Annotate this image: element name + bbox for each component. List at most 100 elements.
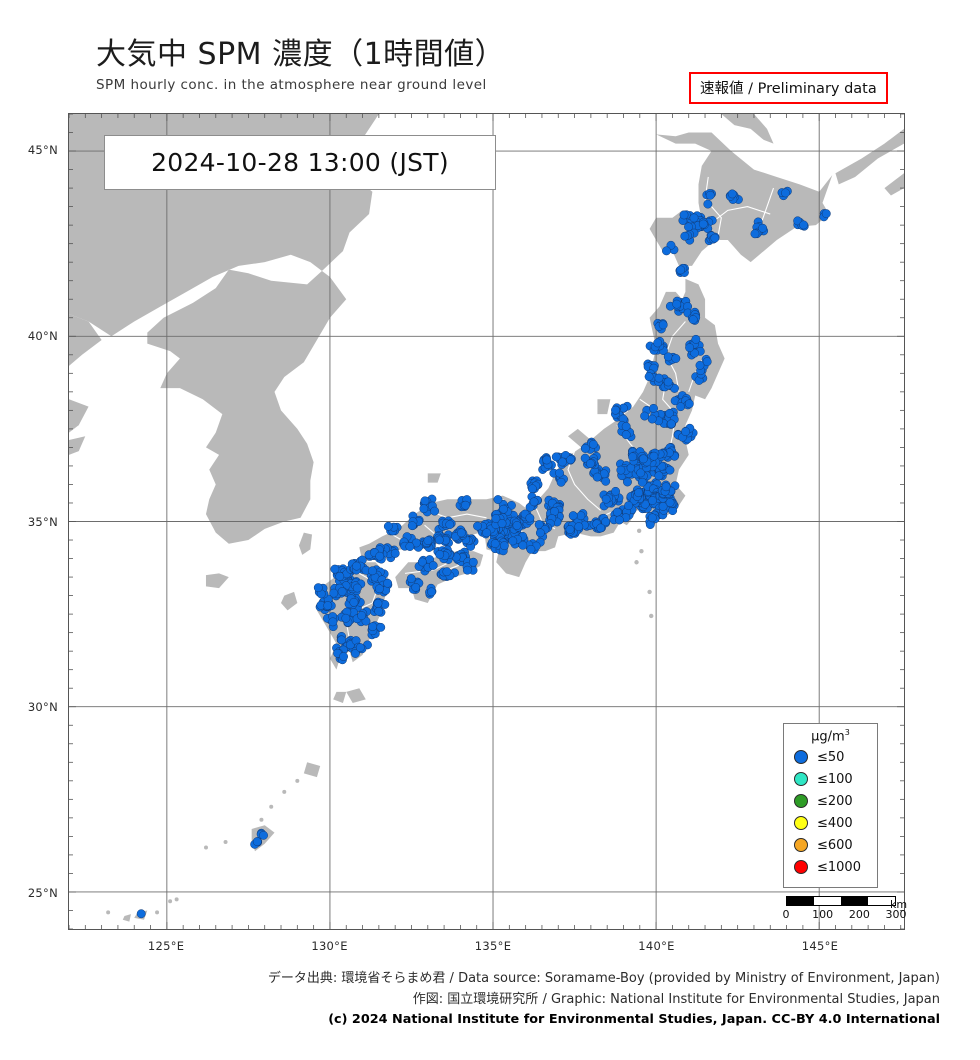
station-marker[interactable] xyxy=(647,496,657,505)
station-marker[interactable] xyxy=(383,521,393,531)
station-marker[interactable] xyxy=(676,402,686,412)
station-marker[interactable] xyxy=(616,465,626,475)
station-marker[interactable] xyxy=(758,223,768,233)
station-marker[interactable] xyxy=(461,500,470,510)
station-marker[interactable] xyxy=(601,494,611,504)
station-marker[interactable] xyxy=(596,523,606,533)
station-marker[interactable] xyxy=(373,598,383,608)
station-marker[interactable] xyxy=(665,498,675,507)
station-marker[interactable] xyxy=(497,519,507,528)
station-marker[interactable] xyxy=(442,567,452,577)
station-marker[interactable] xyxy=(428,561,438,570)
station-marker[interactable] xyxy=(341,613,351,623)
station-marker[interactable] xyxy=(676,265,686,275)
station-marker[interactable] xyxy=(658,501,668,511)
station-marker[interactable] xyxy=(259,830,268,840)
station-marker[interactable] xyxy=(649,403,658,413)
station-marker[interactable] xyxy=(375,584,384,594)
station-marker[interactable] xyxy=(601,517,611,527)
station-marker[interactable] xyxy=(518,540,528,550)
station-marker[interactable] xyxy=(335,571,345,581)
station-marker[interactable] xyxy=(689,213,699,223)
station-marker[interactable] xyxy=(653,338,663,348)
station-marker[interactable] xyxy=(586,459,595,469)
station-marker[interactable] xyxy=(654,471,664,481)
station-marker[interactable] xyxy=(551,452,561,462)
station-marker[interactable] xyxy=(357,611,367,621)
station-marker[interactable] xyxy=(350,649,360,658)
station-marker[interactable] xyxy=(445,520,455,530)
station-marker[interactable] xyxy=(691,334,701,344)
station-marker[interactable] xyxy=(671,354,681,363)
station-marker[interactable] xyxy=(349,597,359,607)
station-marker[interactable] xyxy=(703,199,713,209)
station-marker[interactable] xyxy=(574,522,584,532)
station-marker[interactable] xyxy=(637,477,647,487)
station-marker[interactable] xyxy=(374,606,384,616)
station-marker[interactable] xyxy=(542,455,552,465)
station-marker[interactable] xyxy=(328,617,338,627)
station-marker[interactable] xyxy=(456,528,466,538)
station-marker[interactable] xyxy=(417,557,427,567)
station-marker[interactable] xyxy=(661,482,671,492)
station-marker[interactable] xyxy=(427,587,436,597)
station-marker[interactable] xyxy=(750,229,760,239)
station-marker[interactable] xyxy=(313,583,323,593)
station-marker[interactable] xyxy=(576,511,586,521)
station-marker[interactable] xyxy=(435,550,445,559)
station-marker[interactable] xyxy=(611,405,620,415)
station-marker[interactable] xyxy=(330,564,340,574)
station-marker[interactable] xyxy=(355,643,365,653)
station-marker[interactable] xyxy=(473,521,482,531)
station-marker[interactable] xyxy=(628,452,638,462)
station-marker[interactable] xyxy=(695,360,705,370)
station-marker[interactable] xyxy=(557,457,567,467)
station-marker[interactable] xyxy=(136,909,146,919)
station-marker[interactable] xyxy=(526,544,536,554)
station-marker[interactable] xyxy=(821,209,831,219)
station-marker[interactable] xyxy=(647,414,657,424)
station-marker[interactable] xyxy=(568,511,578,521)
station-marker[interactable] xyxy=(666,419,676,429)
station-marker[interactable] xyxy=(556,477,566,487)
station-marker[interactable] xyxy=(621,421,631,431)
station-marker[interactable] xyxy=(702,357,712,367)
station-marker[interactable] xyxy=(684,399,694,409)
station-marker[interactable] xyxy=(252,837,262,847)
station-marker[interactable] xyxy=(491,514,501,523)
station-marker[interactable] xyxy=(662,246,671,256)
station-marker[interactable] xyxy=(512,521,522,530)
station-marker[interactable] xyxy=(679,210,689,220)
station-marker[interactable] xyxy=(423,536,433,546)
station-marker[interactable] xyxy=(690,348,700,358)
station-marker[interactable] xyxy=(462,565,472,575)
station-marker[interactable] xyxy=(555,468,564,478)
station-marker[interactable] xyxy=(376,622,386,632)
station-marker[interactable] xyxy=(680,231,690,241)
station-marker[interactable] xyxy=(529,497,539,507)
station-marker[interactable] xyxy=(390,548,400,558)
station-marker[interactable] xyxy=(612,507,622,517)
station-marker[interactable] xyxy=(580,444,590,453)
map-canvas[interactable] xyxy=(68,113,905,930)
station-marker[interactable] xyxy=(482,528,492,538)
station-marker[interactable] xyxy=(654,373,664,383)
station-marker[interactable] xyxy=(508,536,518,546)
station-marker[interactable] xyxy=(566,455,576,465)
station-marker[interactable] xyxy=(663,352,673,362)
station-marker[interactable] xyxy=(499,541,509,551)
station-marker[interactable] xyxy=(644,372,654,382)
station-marker[interactable] xyxy=(688,315,698,325)
station-marker[interactable] xyxy=(636,468,646,478)
station-marker[interactable] xyxy=(525,513,535,523)
station-marker[interactable] xyxy=(527,484,537,494)
station-marker[interactable] xyxy=(649,451,659,461)
station-marker[interactable] xyxy=(339,652,348,662)
station-marker[interactable] xyxy=(406,574,416,583)
station-marker[interactable] xyxy=(419,504,429,514)
station-marker[interactable] xyxy=(535,528,545,538)
station-marker[interactable] xyxy=(407,521,417,531)
station-marker[interactable] xyxy=(490,539,500,549)
station-marker[interactable] xyxy=(565,525,575,534)
station-marker[interactable] xyxy=(329,588,339,598)
